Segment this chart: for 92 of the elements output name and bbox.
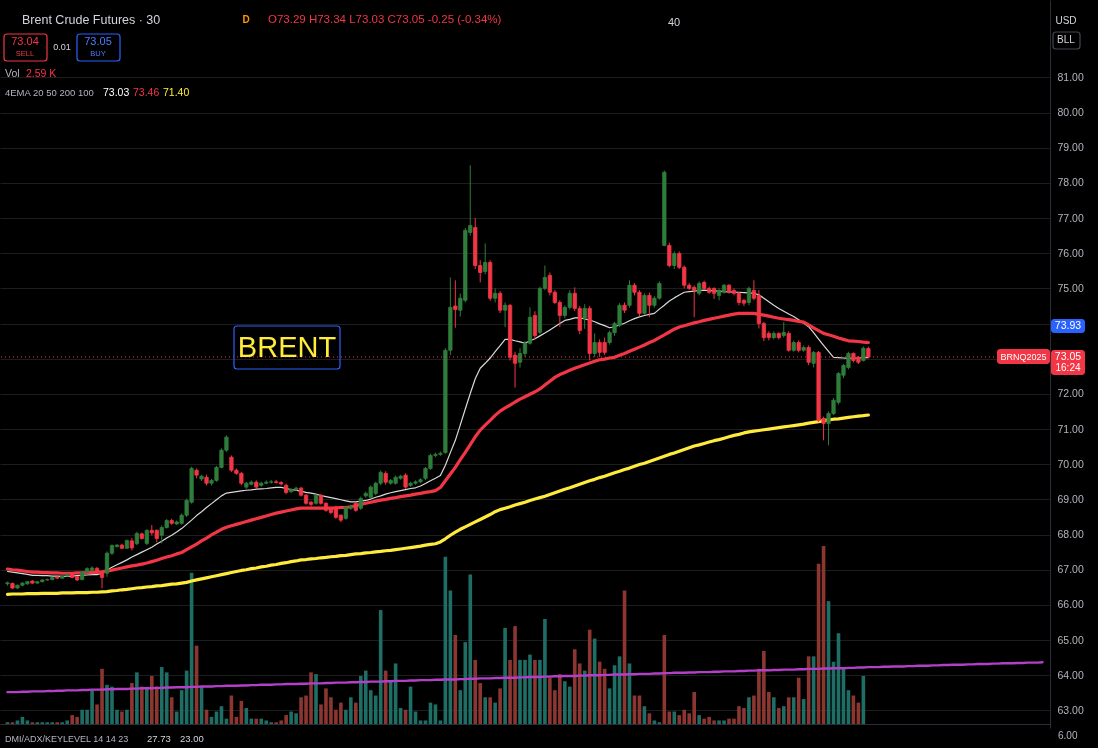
bar xyxy=(135,672,139,724)
annotation: O73.29 H73.34 L73.03 C73.05 -0.25 (-0.34%) xyxy=(268,13,502,25)
bar xyxy=(25,720,30,724)
bar xyxy=(120,711,124,724)
text: Brent Crude Futures · 30 xyxy=(22,13,161,27)
candlestick xyxy=(503,301,508,328)
bar xyxy=(533,659,537,724)
annotation: 73.03 xyxy=(103,86,130,98)
annotation: 2.59 K xyxy=(26,67,57,79)
y-tick-label: 75.00 xyxy=(1057,281,1084,294)
text: DMI/ADX/KEYLEVEL 14 14 23 xyxy=(5,734,129,744)
annotation: 73.46 xyxy=(133,86,160,98)
candlestick xyxy=(716,287,722,301)
y-tick-label: 78.00 xyxy=(1057,176,1084,189)
annotation: 4EMA 20 50 200 100 xyxy=(5,87,94,98)
y-tick-label: 79.00 xyxy=(1057,141,1084,154)
bar xyxy=(314,674,318,724)
annotation: 71.40 xyxy=(163,86,190,98)
bar xyxy=(438,720,443,724)
text: 6.00 xyxy=(1058,730,1078,741)
annotation: 73.04 xyxy=(11,35,39,47)
candlestick xyxy=(746,286,752,306)
candlestick xyxy=(647,292,652,318)
bar xyxy=(418,720,423,724)
bar xyxy=(781,706,786,724)
bar xyxy=(354,702,358,724)
text: 16:24 xyxy=(1055,362,1081,373)
bar xyxy=(747,697,751,724)
candlestick xyxy=(667,242,672,268)
candlestick xyxy=(453,279,458,329)
bar xyxy=(254,718,259,724)
y-tick-label: 77.00 xyxy=(1057,211,1084,224)
candlestick xyxy=(493,287,498,303)
y-tick-label: 66.00 xyxy=(1057,598,1084,611)
annotation: 0.01 xyxy=(53,42,71,52)
candlestick xyxy=(711,286,717,300)
bar xyxy=(483,697,487,724)
text: BLL xyxy=(1057,34,1076,45)
bar xyxy=(786,697,791,724)
bar xyxy=(652,720,657,724)
bar xyxy=(791,697,796,724)
y-tick-label: 63.00 xyxy=(1057,703,1084,716)
text: 23.00 xyxy=(180,733,204,744)
candlestick xyxy=(532,310,538,340)
bar xyxy=(473,659,478,724)
annotation: 73.05 xyxy=(84,35,112,47)
y-tick-label: 70.00 xyxy=(1057,457,1084,470)
annotation: D xyxy=(242,14,250,25)
annotation: 73.93 xyxy=(1054,319,1082,332)
bar xyxy=(493,702,497,724)
annotation: Vol xyxy=(5,67,20,79)
bar xyxy=(125,709,129,724)
line-series xyxy=(6,661,1044,694)
bar xyxy=(503,627,507,724)
line-series xyxy=(5,413,870,596)
bar xyxy=(582,670,587,724)
candlestick xyxy=(582,303,587,330)
bar xyxy=(488,697,492,724)
candlestick xyxy=(498,290,503,314)
y-tick-label: 64.00 xyxy=(1057,668,1084,681)
y-tick-label: 76.00 xyxy=(1057,246,1084,259)
bar xyxy=(776,707,781,724)
candlestick xyxy=(786,330,791,353)
bar xyxy=(772,697,776,724)
bar xyxy=(498,688,502,724)
annotation: 40 xyxy=(667,16,681,28)
y-tick-label: 67.00 xyxy=(1057,563,1084,576)
y-tick-label: 72.00 xyxy=(1057,387,1084,400)
annotation: BRENT xyxy=(237,331,337,363)
y-tick-label: 71.00 xyxy=(1057,422,1084,435)
y-tick-label: 69.00 xyxy=(1057,492,1084,505)
candlestick xyxy=(517,347,523,369)
y-tick-label: 65.00 xyxy=(1057,633,1084,646)
bar xyxy=(140,686,144,724)
candlestick xyxy=(627,279,632,309)
bar xyxy=(145,688,149,724)
text: USD xyxy=(1055,15,1077,26)
y-tick-label: 81.00 xyxy=(1057,70,1084,83)
ref-line-label: 73.05 xyxy=(1054,349,1082,362)
bar xyxy=(259,718,264,724)
text: 27.73 xyxy=(147,733,171,744)
candlestick xyxy=(642,292,647,316)
bar xyxy=(423,720,428,724)
bar xyxy=(15,720,20,724)
bar xyxy=(697,715,701,724)
candlestick xyxy=(483,242,488,275)
y-tick-label: 80.00 xyxy=(1057,106,1084,119)
candlestick xyxy=(592,332,597,358)
y-tick-label: 68.00 xyxy=(1057,528,1084,541)
bar xyxy=(130,683,134,724)
bar xyxy=(672,711,677,724)
annotation: BRNQ2025 xyxy=(1000,351,1047,362)
